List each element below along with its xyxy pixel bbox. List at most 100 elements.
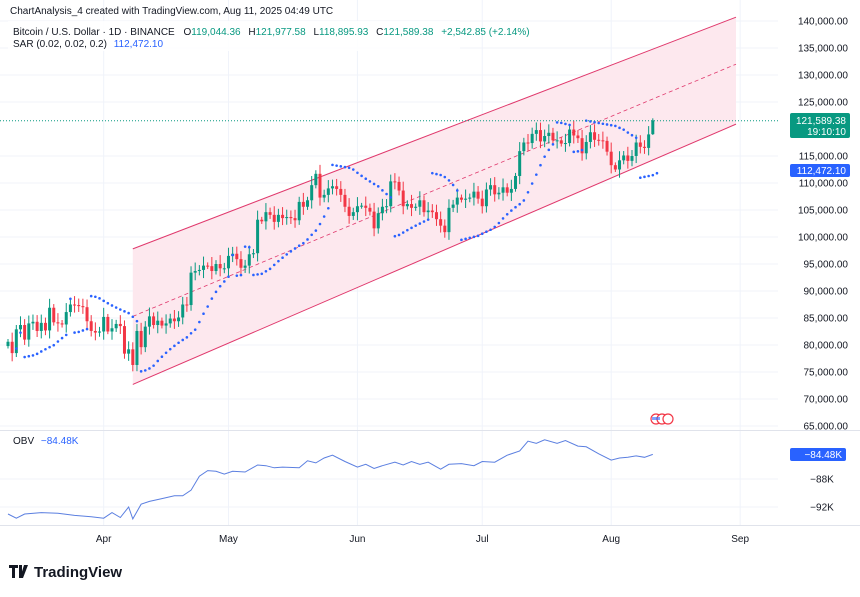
candle xyxy=(572,120,576,144)
us-flag-icon[interactable] xyxy=(662,413,674,425)
candle-body xyxy=(497,192,501,195)
sar-legend-value: 112,472.10 xyxy=(114,39,164,50)
logo-text: TradingView xyxy=(34,564,122,581)
sar-legend[interactable]: SAR (0.02, 0.02, 0.2) 112,472.10 xyxy=(13,39,163,50)
channel-upper-line[interactable] xyxy=(132,16,737,250)
candle xyxy=(326,180,330,203)
candle-body xyxy=(443,225,447,233)
candle-body xyxy=(401,190,405,207)
candle-body xyxy=(318,173,322,198)
candle xyxy=(459,194,463,203)
candle xyxy=(410,194,414,217)
sar-dot xyxy=(322,215,326,218)
candle xyxy=(385,199,389,214)
candle-body xyxy=(343,194,347,207)
candle xyxy=(330,179,334,195)
sar-dot xyxy=(580,148,584,152)
sar-dot xyxy=(414,224,417,227)
candle-body xyxy=(243,265,247,268)
candle xyxy=(489,178,493,196)
price-axis[interactable]: 140,000.00 135,000.00 130,000.00 125,000.00… xyxy=(798,17,848,433)
candle xyxy=(276,208,280,228)
candle-body xyxy=(106,316,110,332)
candle-body xyxy=(439,219,443,226)
sar-dot xyxy=(239,273,243,277)
candle xyxy=(505,183,509,197)
candle-body xyxy=(418,200,422,207)
sar-dot xyxy=(630,133,634,137)
sar-dot xyxy=(272,263,276,267)
candle-body xyxy=(122,326,126,354)
sar-dot xyxy=(56,340,60,343)
candle-body xyxy=(222,268,226,270)
time-tick-label: Jul xyxy=(476,534,489,545)
candle-body xyxy=(476,191,480,199)
candle xyxy=(360,202,364,209)
sar-dot xyxy=(460,238,463,242)
sar-dot xyxy=(285,253,289,256)
tradingview-logo[interactable]: TradingView xyxy=(9,564,122,581)
sar-dot xyxy=(339,165,343,168)
sar-price: 112,472.10 xyxy=(797,166,847,177)
candle-body xyxy=(372,211,376,229)
candle-body xyxy=(102,316,106,332)
candle-body xyxy=(93,330,97,333)
candle xyxy=(563,133,567,152)
sar-dot xyxy=(447,179,451,182)
candle-body xyxy=(285,217,289,219)
sar-dot xyxy=(605,123,609,126)
obv-legend[interactable]: OBV −84.48K xyxy=(13,436,79,447)
price-tick-label: 135,000.00 xyxy=(798,44,848,55)
candle-body xyxy=(48,307,52,331)
channel-lower-line[interactable] xyxy=(132,123,737,385)
sar-dot xyxy=(48,345,51,349)
symbol-legend[interactable]: Bitcoin / U.S. Dollar · 1D · BINANCE O11… xyxy=(13,27,530,38)
sar-dot xyxy=(397,233,401,237)
sar-dot xyxy=(202,312,205,316)
candle xyxy=(202,256,206,279)
candle xyxy=(335,178,339,196)
candle-body xyxy=(139,330,143,348)
candle-body xyxy=(301,201,305,207)
price-tick-label: 75,000.00 xyxy=(804,368,849,379)
sar-dot xyxy=(135,319,139,323)
candle xyxy=(593,124,597,147)
sar-dot xyxy=(576,150,580,153)
sar-dot xyxy=(306,238,309,241)
candle-body xyxy=(89,321,93,331)
sar-dot xyxy=(15,347,18,350)
candle xyxy=(135,324,139,372)
candle-body xyxy=(364,205,368,208)
economic-events[interactable] xyxy=(650,413,674,425)
parallel-channel[interactable] xyxy=(132,16,737,385)
sar-dot xyxy=(385,192,388,196)
sar-dot xyxy=(597,121,601,125)
sar-dot xyxy=(289,250,293,253)
sar-dot xyxy=(77,330,81,334)
bar-countdown: 19:10:10 xyxy=(807,127,846,138)
channel-middle-line[interactable] xyxy=(132,63,737,317)
sar-dot xyxy=(539,163,542,167)
grid xyxy=(0,0,778,525)
sar-dot xyxy=(218,284,222,288)
obv-line xyxy=(7,439,653,521)
candle xyxy=(434,204,438,226)
sar-dot xyxy=(351,168,355,171)
candle-body xyxy=(380,206,384,214)
channel-fill xyxy=(132,17,737,385)
price-tick-label: 90,000.00 xyxy=(804,287,849,298)
candle xyxy=(152,312,156,329)
candle xyxy=(414,203,418,211)
sar-dot xyxy=(94,295,97,299)
candle-body xyxy=(434,212,438,220)
time-axis[interactable]: Apr May Jun Jul Aug Sep xyxy=(96,534,750,545)
candle-body xyxy=(605,140,609,152)
candle-body xyxy=(281,214,285,219)
time-tick-label: May xyxy=(219,534,238,545)
candle-body xyxy=(626,155,630,161)
obv-value-label: −84.48K xyxy=(790,448,846,461)
sar-dot xyxy=(19,331,22,334)
candle-body xyxy=(177,317,181,322)
obv-axis[interactable]: −88K −92K xyxy=(810,475,834,514)
